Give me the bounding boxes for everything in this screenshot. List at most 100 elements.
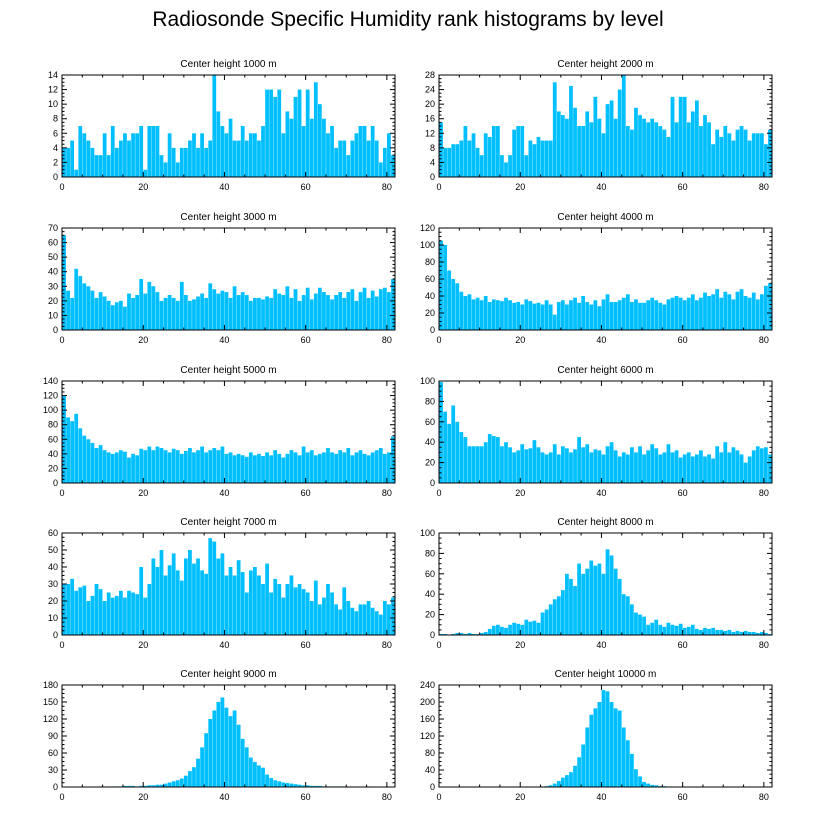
bar	[642, 454, 646, 483]
bar	[585, 444, 590, 483]
bar	[228, 452, 233, 483]
bar	[690, 456, 695, 483]
bar	[330, 592, 334, 635]
bar	[625, 596, 630, 635]
bar	[66, 417, 70, 483]
bar	[265, 563, 269, 635]
bar	[642, 302, 646, 330]
bar	[244, 140, 249, 177]
bar	[512, 622, 517, 635]
bar	[102, 601, 107, 635]
bar	[362, 126, 367, 177]
bar	[609, 100, 614, 177]
bar	[491, 299, 496, 330]
bar	[175, 300, 180, 330]
bar	[597, 118, 602, 177]
bar	[334, 604, 338, 635]
bar	[110, 305, 115, 330]
bar	[589, 452, 594, 483]
bar	[751, 133, 756, 177]
bar	[536, 447, 541, 483]
bar	[723, 126, 728, 177]
bar	[743, 462, 748, 483]
bar	[208, 719, 213, 787]
bar	[196, 147, 200, 177]
bar	[483, 631, 488, 635]
x-tick-label: 20	[138, 335, 148, 345]
bar	[690, 624, 695, 635]
bar	[483, 133, 488, 177]
bar	[621, 75, 626, 177]
bar	[342, 297, 347, 330]
bar	[556, 596, 561, 635]
y-tick-label: 30	[48, 579, 58, 589]
bar	[281, 457, 286, 483]
bar	[634, 107, 638, 177]
bar	[524, 449, 529, 483]
bar	[735, 630, 740, 635]
bar	[548, 304, 553, 330]
bar	[159, 448, 164, 483]
bar	[630, 604, 634, 635]
bar	[293, 289, 298, 330]
y-tick-label: 240	[420, 680, 435, 690]
bar	[565, 118, 569, 177]
bar	[293, 587, 298, 635]
bar	[131, 592, 135, 635]
bar	[467, 140, 472, 177]
panel-title: Center height 1000 m	[180, 59, 276, 70]
bar	[183, 147, 188, 177]
y-tick-label: 20	[425, 99, 435, 109]
bar	[646, 122, 651, 177]
bar	[593, 300, 598, 330]
bar	[638, 776, 642, 788]
bar	[163, 162, 168, 177]
bar	[183, 295, 188, 330]
bar	[650, 297, 655, 330]
bar	[257, 765, 261, 787]
bar	[459, 291, 464, 330]
bar	[581, 126, 586, 177]
bar	[370, 290, 375, 330]
bar	[747, 456, 752, 483]
bar	[232, 455, 237, 483]
bar	[487, 628, 492, 635]
bar	[686, 122, 691, 177]
bar	[678, 96, 683, 177]
bar	[301, 589, 306, 635]
bar	[496, 624, 500, 635]
x-tick-label: 40	[596, 488, 606, 498]
bar	[374, 296, 379, 330]
bar	[569, 452, 573, 483]
panel-title: Center height 2000 m	[557, 59, 653, 70]
x-tick-label: 0	[436, 792, 441, 802]
bar	[540, 304, 545, 330]
bar	[439, 633, 443, 635]
bar	[471, 133, 476, 177]
bar	[297, 784, 302, 787]
bar	[208, 538, 213, 635]
bar	[261, 767, 265, 787]
bar	[175, 570, 180, 635]
bar	[212, 448, 217, 483]
bar	[556, 301, 561, 330]
bar	[334, 453, 338, 483]
bar	[224, 292, 229, 330]
bar	[548, 785, 553, 787]
bar	[739, 126, 744, 177]
bar	[670, 624, 675, 635]
y-tick-label: 150	[43, 697, 58, 707]
bar	[139, 126, 144, 177]
bar	[646, 450, 651, 483]
bar	[346, 155, 351, 177]
y-tick-label: 80	[425, 548, 435, 558]
bar	[759, 448, 764, 483]
bar	[90, 147, 95, 177]
bar	[74, 590, 79, 635]
bar	[609, 301, 614, 330]
bar	[196, 450, 200, 483]
bar	[552, 444, 557, 483]
bar	[589, 122, 594, 177]
bar	[528, 448, 533, 483]
bar	[378, 614, 383, 635]
